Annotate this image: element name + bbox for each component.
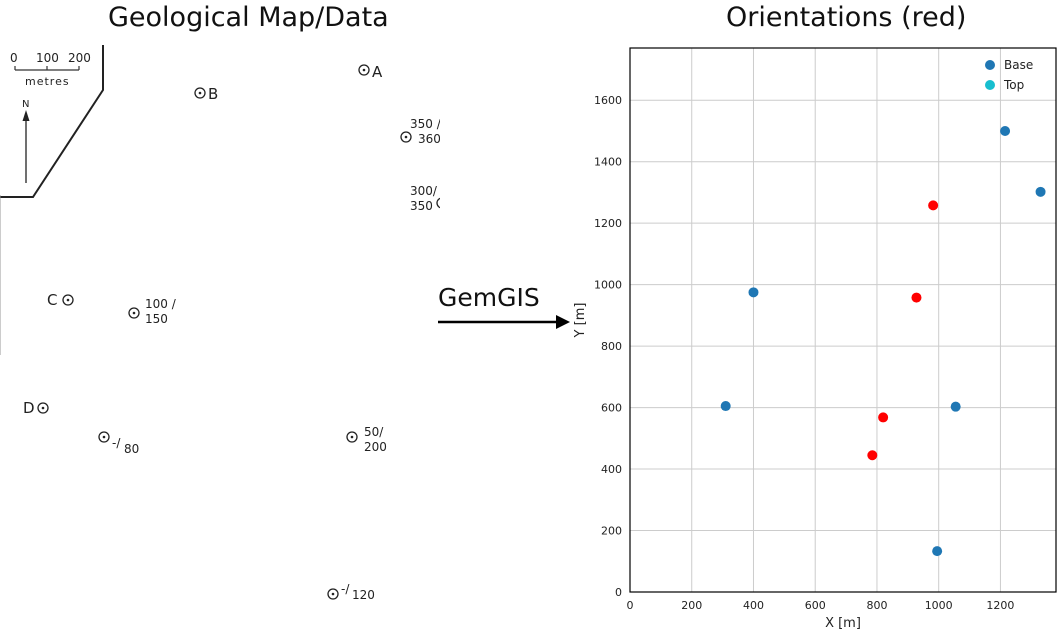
data-point-series-0	[1000, 125, 1011, 136]
point-d: D	[23, 399, 49, 417]
data-point-series-2	[911, 292, 922, 303]
orientation-1-line2: 360	[418, 132, 440, 146]
orientation-3-line1: 100 /	[145, 297, 177, 311]
orientation-3-line2: 150	[145, 312, 168, 326]
orientation-point-1: 350 / 360	[400, 117, 440, 146]
orientation-point-5: 50/ 200	[346, 425, 387, 454]
x-tick-label: 0	[627, 599, 634, 612]
orientation-1-line1: 350 /	[410, 117, 440, 131]
plot-frame	[629, 47, 1057, 593]
orientation-2-line1: 300/	[410, 184, 438, 198]
north-arrow: N	[22, 99, 30, 183]
point-a-label: A	[372, 63, 383, 81]
y-tick-label: 400	[601, 463, 622, 476]
north-label: N	[22, 99, 29, 110]
orientation-6-line1: -/	[341, 582, 350, 596]
orientation-5-line1: 50/	[364, 425, 384, 439]
orientation-4-line2: 80	[124, 442, 139, 456]
y-tick-label: 0	[615, 586, 622, 599]
scale-bar: 0 100 200 metres	[10, 51, 91, 88]
map-border-line	[0, 45, 104, 198]
orientation-4-line1: -/	[112, 436, 121, 450]
data-point-series-0	[1035, 186, 1046, 197]
orientation-point-4: -/ 80	[98, 431, 139, 456]
x-tick-label: 400	[743, 599, 764, 612]
legend-marker	[985, 80, 995, 90]
y-tick-label: 600	[601, 402, 622, 415]
y-tick-label: 800	[601, 340, 622, 353]
x-axis-label: X [m]	[825, 616, 861, 631]
x-tick-label: 200	[681, 599, 702, 612]
orientation-point-3: 100 / 150	[128, 297, 177, 326]
data-point-series-0	[720, 401, 731, 412]
orientation-6-line2: 120	[352, 588, 375, 602]
legend-label: Base	[1004, 58, 1033, 72]
y-axis-label: Y [m]	[573, 303, 588, 339]
x-tick-label: 1200	[986, 599, 1014, 612]
data-point-series-2	[867, 450, 878, 461]
data-point-series-0	[950, 401, 961, 412]
data-point-series-0	[748, 287, 759, 298]
data-point-series-0	[932, 546, 943, 557]
scale-tick-0: 0	[10, 51, 18, 65]
scale-unit: metres	[25, 75, 70, 88]
chart-title: Orientations (red)	[726, 2, 967, 33]
orientation-2-line2: 350	[410, 199, 433, 213]
legend-marker	[985, 60, 995, 70]
point-d-label: D	[23, 399, 35, 417]
point-b-label: B	[208, 85, 218, 103]
orientation-point-6: -/ 120	[327, 582, 375, 602]
map-title: Geological Map/Data	[108, 2, 389, 33]
point-b: B	[194, 85, 218, 103]
orientation-5-line2: 200	[364, 440, 387, 454]
data-point-series-2	[878, 412, 889, 423]
point-c-label: C	[47, 291, 57, 309]
x-tick-label: 800	[866, 599, 887, 612]
data-point-series-2	[928, 200, 939, 211]
scale-tick-200: 200	[68, 51, 91, 65]
gemgis-label: GemGIS	[438, 283, 540, 312]
legend-label: Top	[1003, 78, 1024, 92]
orientations-chart: 0 200 400 600 800 1000 1200 0 200 400 600 800 1000 12…	[573, 47, 1057, 631]
x-tick-label: 600	[805, 599, 826, 612]
y-tick-label: 1400	[594, 156, 622, 169]
y-tick-label: 1000	[594, 279, 622, 292]
conversion-arrow	[438, 315, 570, 329]
scale-tick-100: 100	[36, 51, 59, 65]
y-tick-label: 1600	[594, 94, 622, 107]
y-tick-label: 200	[601, 525, 622, 538]
point-a: A	[358, 63, 383, 81]
y-tick-label: 1200	[594, 217, 622, 230]
geological-map: 0 100 200 metres N A B C D 350 / 360 300…	[0, 45, 440, 602]
x-tick-label: 1000	[925, 599, 953, 612]
point-c: C	[47, 291, 74, 309]
orientation-point-2: 300/ 350	[410, 184, 440, 213]
